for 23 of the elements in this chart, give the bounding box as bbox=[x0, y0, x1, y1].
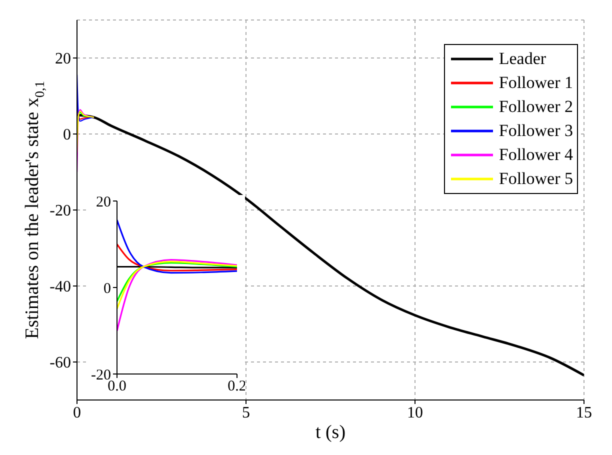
x-axis-title: t (s) bbox=[315, 422, 346, 443]
x-tick-label: 15 bbox=[576, 404, 592, 422]
x-tick-label: 0.0 bbox=[108, 378, 126, 395]
y-tick-label: -40 bbox=[50, 278, 71, 296]
legend-label: Leader bbox=[498, 48, 546, 70]
legend-label: Follower 2 bbox=[498, 96, 573, 118]
line-series bbox=[117, 243, 237, 272]
line-series bbox=[117, 260, 237, 310]
line-series bbox=[117, 259, 237, 332]
y-tick-label: 20 bbox=[96, 194, 111, 210]
legend-label: Follower 1 bbox=[498, 72, 573, 94]
legend-label: Follower 4 bbox=[498, 144, 573, 166]
line-series bbox=[117, 219, 237, 274]
x-tick-label: 5 bbox=[242, 404, 250, 422]
y-tick-label: -60 bbox=[50, 354, 71, 372]
y-tick-label: 0 bbox=[63, 126, 71, 144]
y-tick-label: 20 bbox=[55, 50, 71, 68]
line-series bbox=[117, 262, 237, 302]
y-tick-label: -20 bbox=[50, 202, 71, 220]
legend-label: Follower 5 bbox=[498, 168, 573, 190]
x-tick-label: 10 bbox=[407, 404, 423, 422]
legend-label: Follower 3 bbox=[498, 120, 573, 142]
y-tick-label: 0 bbox=[104, 280, 111, 297]
